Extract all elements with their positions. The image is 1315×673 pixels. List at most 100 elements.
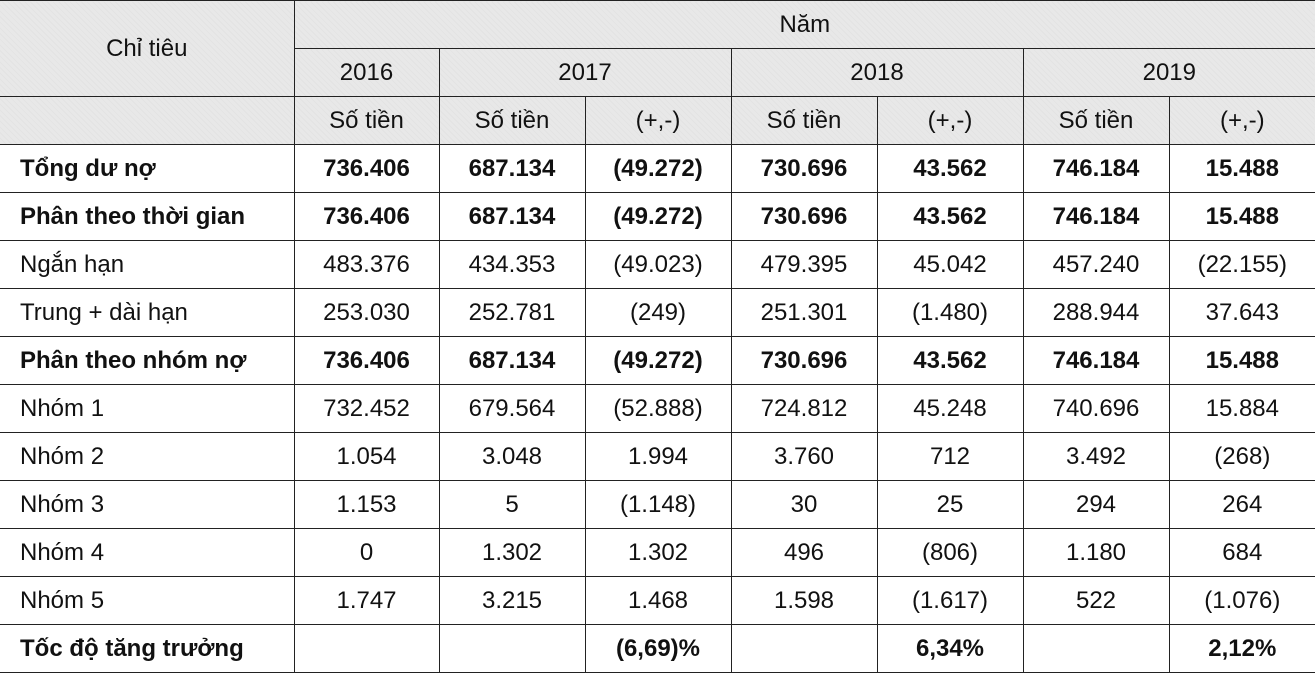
table-cell: 30	[730, 480, 878, 529]
table-cell: (806)	[876, 528, 1024, 577]
year-header-2018: 2018	[730, 48, 1024, 97]
table-cell: 1.054	[293, 432, 440, 481]
table-cell: 736.406	[293, 144, 440, 193]
table-cell	[438, 624, 586, 673]
table-row: Nhóm 4 0 1.302 1.302 496 (806) 1.180 684	[0, 528, 1315, 577]
row-label: Nhóm 1	[0, 384, 295, 433]
table-row: Nhóm 5 1.747 3.215 1.468 1.598 (1.617) 522 (1.0…	[0, 576, 1315, 625]
table-cell: 15.488	[1168, 336, 1315, 385]
table-cell: (249)	[584, 288, 732, 337]
table-cell	[1022, 624, 1170, 673]
table-cell: 1.994	[584, 432, 732, 481]
table-cell: 45.042	[876, 240, 1024, 289]
row-label: Ngắn hạn	[0, 240, 295, 289]
table-cell: 288.944	[1022, 288, 1170, 337]
table-cell: 736.406	[293, 336, 440, 385]
table-cell: 1.153	[293, 480, 440, 529]
row-label: Nhóm 2	[0, 432, 295, 481]
table-cell: 3.215	[438, 576, 586, 625]
table-cell: 496	[730, 528, 878, 577]
table-cell: 479.395	[730, 240, 878, 289]
amount-header-2016: Số tiền	[293, 96, 440, 145]
table-cell: 37.643	[1168, 288, 1315, 337]
table-row: Ngắn hạn 483.376 434.353 (49.023) 479.395 45.…	[0, 240, 1315, 289]
table-cell: 687.134	[438, 144, 586, 193]
table-cell: 43.562	[876, 144, 1024, 193]
table-cell: (6,69)%	[584, 624, 732, 673]
table-cell: 712	[876, 432, 1024, 481]
table-cell: 730.696	[730, 192, 878, 241]
table-cell: 1.747	[293, 576, 440, 625]
table-row: Trung + dài hạn 253.030 252.781 (249) 251.30…	[0, 288, 1315, 337]
table-cell: (49.272)	[584, 144, 732, 193]
table-row: Tốc độ tăng trưởng (6,69)% 6,34% 2,12%	[0, 624, 1315, 673]
table-cell: 264	[1168, 480, 1315, 529]
table-cell: 730.696	[730, 144, 878, 193]
table-cell: 25	[876, 480, 1024, 529]
table-cell: 5	[438, 480, 586, 529]
table-cell: 1.302	[584, 528, 732, 577]
table-cell: 724.812	[730, 384, 878, 433]
row-label: Tốc độ tăng trưởng	[0, 624, 295, 673]
table-cell: 730.696	[730, 336, 878, 385]
table-cell: 252.781	[438, 288, 586, 337]
table-row: Phân theo thời gian 736.406 687.134 (49.272…	[0, 192, 1315, 241]
table-cell: 679.564	[438, 384, 586, 433]
table-cell: 2,12%	[1168, 624, 1315, 673]
table-cell: 15.488	[1168, 144, 1315, 193]
table-cell: 483.376	[293, 240, 440, 289]
table-cell: 3.492	[1022, 432, 1170, 481]
table-cell: 294	[1022, 480, 1170, 529]
table-cell: 15.884	[1168, 384, 1315, 433]
amount-header-2017: Số tiền	[438, 96, 586, 145]
table-cell: 251.301	[730, 288, 878, 337]
table-cell: 684	[1168, 528, 1315, 577]
table-header: Chỉ tiêu Năm 2016 2017 2018 2019 Số tiền…	[0, 0, 1315, 145]
table-cell: (1.076)	[1168, 576, 1315, 625]
table-row: Phân theo nhóm nợ 736.406 687.134 (49.272) 7…	[0, 336, 1315, 385]
table-row: Nhóm 3 1.153 5 (1.148) 30 25 294 264	[0, 480, 1315, 529]
year-header-2019: 2019	[1022, 48, 1315, 97]
table-cell: 45.248	[876, 384, 1024, 433]
table-row: Nhóm 1 732.452 679.564 (52.888) 724.812 45.24…	[0, 384, 1315, 433]
amount-header-2018: Số tiền	[730, 96, 878, 145]
table-cell: 746.184	[1022, 144, 1170, 193]
row-label: Phân theo thời gian	[0, 192, 295, 241]
row-label: Nhóm 4	[0, 528, 295, 577]
table-cell: 0	[293, 528, 440, 577]
table-cell: 6,34%	[876, 624, 1024, 673]
change-header-2019: (+,-)	[1168, 96, 1315, 145]
table-cell: 740.696	[1022, 384, 1170, 433]
table-cell: (49.272)	[584, 192, 732, 241]
table-cell: (52.888)	[584, 384, 732, 433]
table-cell: 1.468	[584, 576, 732, 625]
table-body: Tổng dư nợ 736.406 687.134 (49.272) 730.696 4…	[0, 144, 1315, 673]
table-cell: 687.134	[438, 336, 586, 385]
table-cell: 746.184	[1022, 336, 1170, 385]
row-label-subheader	[0, 96, 295, 145]
year-group-header: Năm	[293, 0, 1315, 49]
table-row: Nhóm 2 1.054 3.048 1.994 3.760 712 3.492 (268)	[0, 432, 1315, 481]
table-cell: (1.148)	[584, 480, 732, 529]
change-header-2018: (+,-)	[876, 96, 1024, 145]
table-cell: 457.240	[1022, 240, 1170, 289]
year-header-2017: 2017	[438, 48, 732, 97]
table-cell: 253.030	[293, 288, 440, 337]
table-cell: 1.302	[438, 528, 586, 577]
table-row: Tổng dư nợ 736.406 687.134 (49.272) 730.696 4…	[0, 144, 1315, 193]
table-cell: 434.353	[438, 240, 586, 289]
table-cell: 1.598	[730, 576, 878, 625]
table-cell: 687.134	[438, 192, 586, 241]
row-label: Phân theo nhóm nợ	[0, 336, 295, 385]
table-cell	[293, 624, 440, 673]
table-cell: 15.488	[1168, 192, 1315, 241]
table-cell: (1.617)	[876, 576, 1024, 625]
table-cell: (49.023)	[584, 240, 732, 289]
table-cell: (268)	[1168, 432, 1315, 481]
table-cell: 43.562	[876, 192, 1024, 241]
table-cell: 3.760	[730, 432, 878, 481]
table-cell: 736.406	[293, 192, 440, 241]
table-cell: 732.452	[293, 384, 440, 433]
table-cell: 746.184	[1022, 192, 1170, 241]
row-label: Nhóm 5	[0, 576, 295, 625]
